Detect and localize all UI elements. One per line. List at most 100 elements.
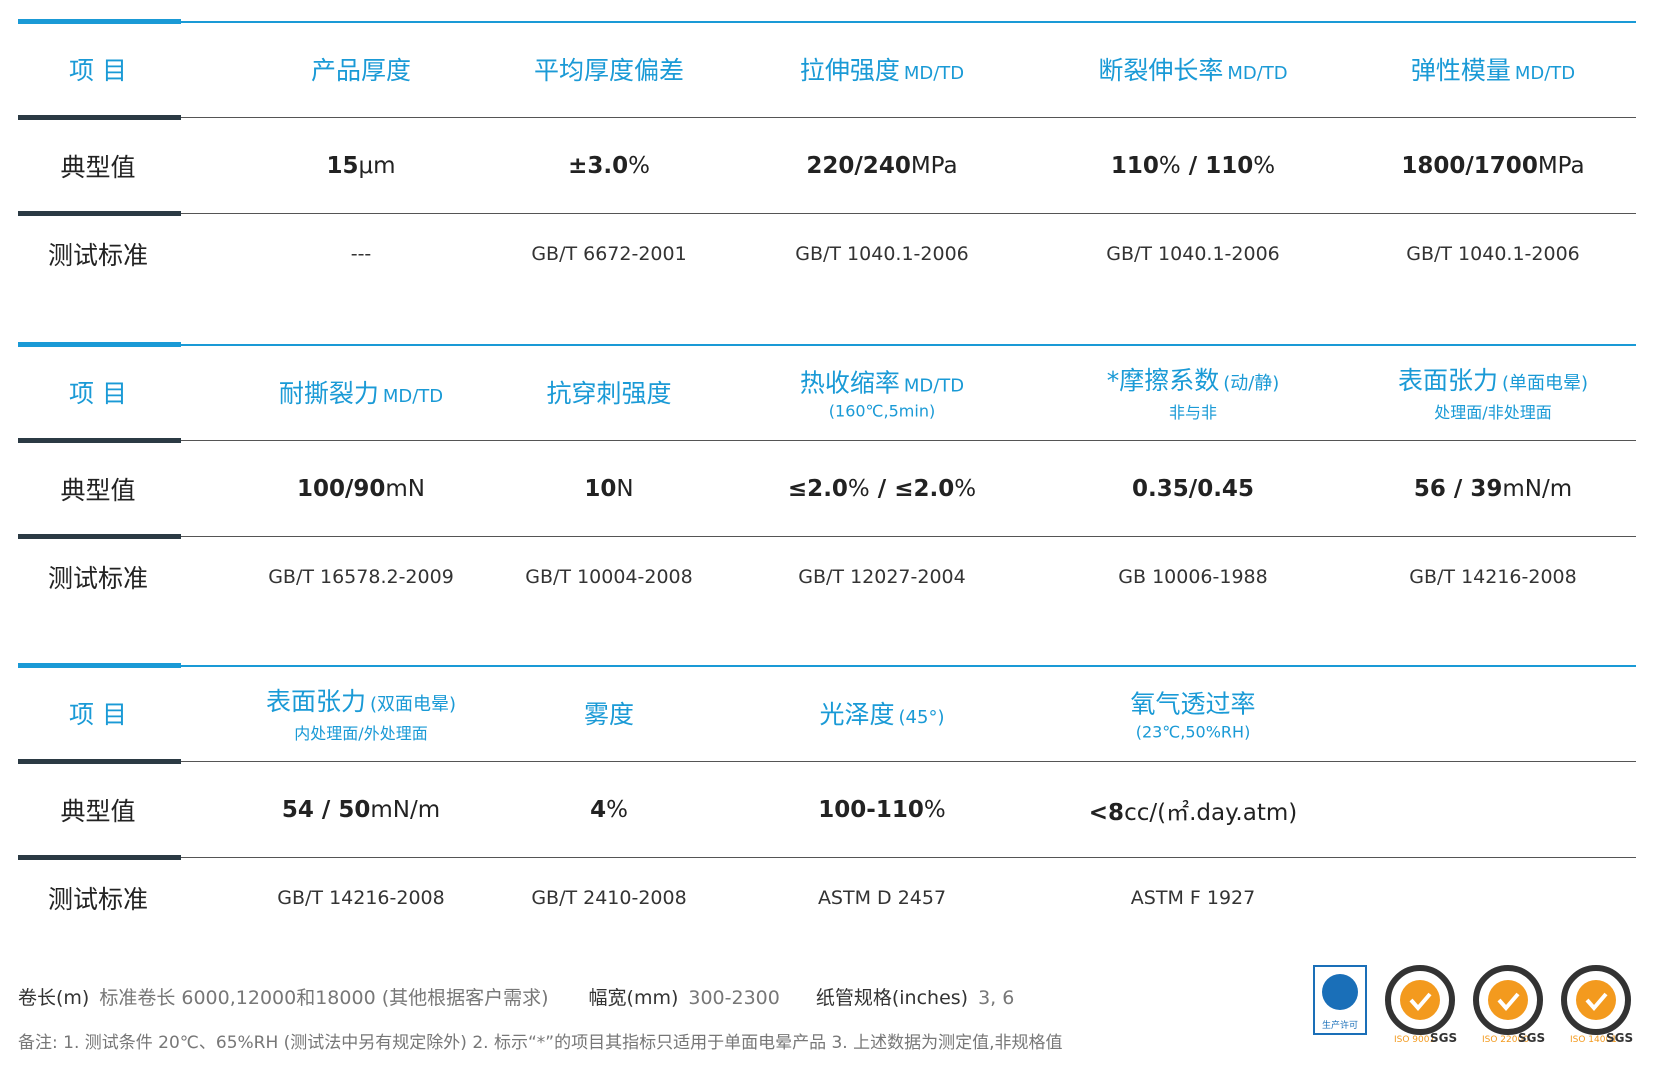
value-part: 54 / 50 <box>281 797 371 823</box>
rule <box>181 213 1636 214</box>
column-header: 拉伸强度 MD/TD <box>800 51 964 87</box>
value-part: 100/90 <box>296 476 386 502</box>
header-title: 弹性模量 <box>1410 56 1511 85</box>
rule <box>181 857 1636 858</box>
value-part: % <box>1253 153 1276 179</box>
header-title: *摩擦系数 <box>1106 366 1220 395</box>
test-standard: --- <box>350 243 372 265</box>
header-unit: MD/TD <box>382 386 444 407</box>
rule-accent <box>18 211 181 216</box>
rule-accent <box>18 19 181 24</box>
cert-ring <box>1561 965 1631 1035</box>
rule-accent <box>18 759 181 764</box>
row-label: 典型值 <box>60 476 136 505</box>
value-part: 100-110 <box>818 797 924 823</box>
row-label: 测试标准 <box>47 564 149 593</box>
typical-value: 220/240MPa <box>806 153 957 179</box>
typical-value: <8cc/(㎡.day.atm) <box>1089 793 1297 827</box>
value-part: MPa <box>1537 153 1585 179</box>
test-standard: ASTM D 2457 <box>817 887 947 909</box>
value-part: mN/m <box>370 797 441 823</box>
rule-accent <box>18 855 181 860</box>
value-part: 15 <box>326 153 359 179</box>
cert-check <box>1497 992 1520 1012</box>
header-title: 拉伸强度 <box>799 56 900 85</box>
row-label: 典型值 <box>60 153 136 182</box>
spec-item: 纸管规格(inches) 3, 6 <box>816 987 1015 1009</box>
header-note: (23℃,50%RH) <box>1135 722 1251 742</box>
spec-value: 标准卷长 6000,12000和18000 (其他根据客户需求) <box>99 987 549 1009</box>
value-part: <8 <box>1088 800 1125 826</box>
typical-value: 10N <box>584 476 633 502</box>
test-standard: GB/T 1040.1-2006 <box>1106 243 1280 265</box>
cert-standard: ISO 9001 <box>1394 1035 1435 1045</box>
column-header: 平均厚度偏差 <box>534 51 684 87</box>
row-label: 典型值 <box>60 797 136 826</box>
rule-accent <box>18 342 181 347</box>
footnote: 备注: 1. 测试条件 20℃、65%RH (测试法中另有规定除外) 2. 标示… <box>18 1033 1063 1053</box>
header-unit: MD/TD <box>903 375 965 397</box>
typical-value: 54 / 50mN/m <box>282 797 440 823</box>
spec-value: 3, 6 <box>978 987 1015 1009</box>
header-title: 断裂伸长率 <box>1098 56 1224 85</box>
cert-check <box>1585 992 1608 1012</box>
test-standard: GB/T 16578.2-2009 <box>268 566 454 588</box>
typical-value: 100/90mN <box>297 476 425 502</box>
test-standard: GB/T 1040.1-2006 <box>795 243 969 265</box>
cert-standard: ISO 22000 <box>1482 1035 1529 1045</box>
value-part: 220/240 <box>806 153 911 179</box>
cert-ring <box>1385 965 1455 1035</box>
spec-label: 卷长(m) <box>18 987 90 1009</box>
header-note: 处理面/非处理面 <box>1434 403 1552 422</box>
cert-badge <box>1576 980 1616 1020</box>
license-mark <box>1322 974 1358 1010</box>
value-part: / ≤2.0 <box>869 476 955 502</box>
rule-accent <box>18 663 181 668</box>
rule-accent <box>18 115 181 120</box>
typical-value: 110% / 110% <box>1111 153 1275 179</box>
value-part: % <box>1158 153 1181 179</box>
test-standard: GB 10006-1988 <box>1118 566 1268 588</box>
value-part: MPa <box>910 153 958 179</box>
typical-value: 1800/1700MPa <box>1401 153 1584 179</box>
rule <box>181 117 1636 118</box>
rule-accent <box>18 438 181 443</box>
rule <box>181 536 1636 537</box>
test-standard: GB/T 14216-2008 <box>277 887 445 909</box>
row-label: 项 目 <box>69 379 127 408</box>
spec-value: 300-2300 <box>688 987 780 1009</box>
header-unit: (动/静) <box>1223 373 1280 394</box>
cert-brand: SGS <box>1606 1031 1633 1045</box>
header-title: 表面张力 <box>1397 366 1498 395</box>
cert-check <box>1409 992 1432 1012</box>
header-unit: (45°) <box>898 707 945 728</box>
value-part: 4 <box>590 797 607 823</box>
header-unit: MD/TD <box>903 63 965 84</box>
rule-accent <box>18 534 181 539</box>
typical-value: 56 / 39mN/m <box>1414 476 1572 502</box>
test-standard: GB/T 12027-2004 <box>798 566 966 588</box>
header-unit: MD/TD <box>1514 63 1576 84</box>
spec-line: 卷长(m) 标准卷长 6000,12000和18000 (其他根据客户需求) 幅宽(… <box>18 983 1014 1010</box>
typical-value: 15μm <box>326 153 395 179</box>
value-part: % <box>847 476 870 502</box>
cert-standard: ISO 14001 <box>1570 1035 1617 1045</box>
header-title: 光泽度 <box>819 700 895 729</box>
header-title: 热收缩率 <box>799 368 900 398</box>
column-header: 弹性模量 MD/TD <box>1411 51 1575 87</box>
cert-ring <box>1473 965 1543 1035</box>
row-label: 测试标准 <box>47 241 149 270</box>
row-label: 项 目 <box>69 56 127 85</box>
rule <box>181 440 1636 441</box>
column-header: *摩擦系数 (动/静) 非与非 <box>1107 361 1280 423</box>
header-note: 非与非 <box>1168 403 1217 422</box>
rule <box>181 665 1636 667</box>
rule <box>181 761 1636 762</box>
column-header: 表面张力 (双面电晕) 内处理面/外处理面 <box>266 682 456 744</box>
header-unit: MD/TD <box>1227 63 1288 84</box>
column-header: 热收缩率 MD/TD (160℃,5min) <box>800 364 964 421</box>
value-part: 110 <box>1110 153 1159 179</box>
rule <box>181 344 1636 346</box>
header-unit: (双面电晕) <box>369 694 457 715</box>
